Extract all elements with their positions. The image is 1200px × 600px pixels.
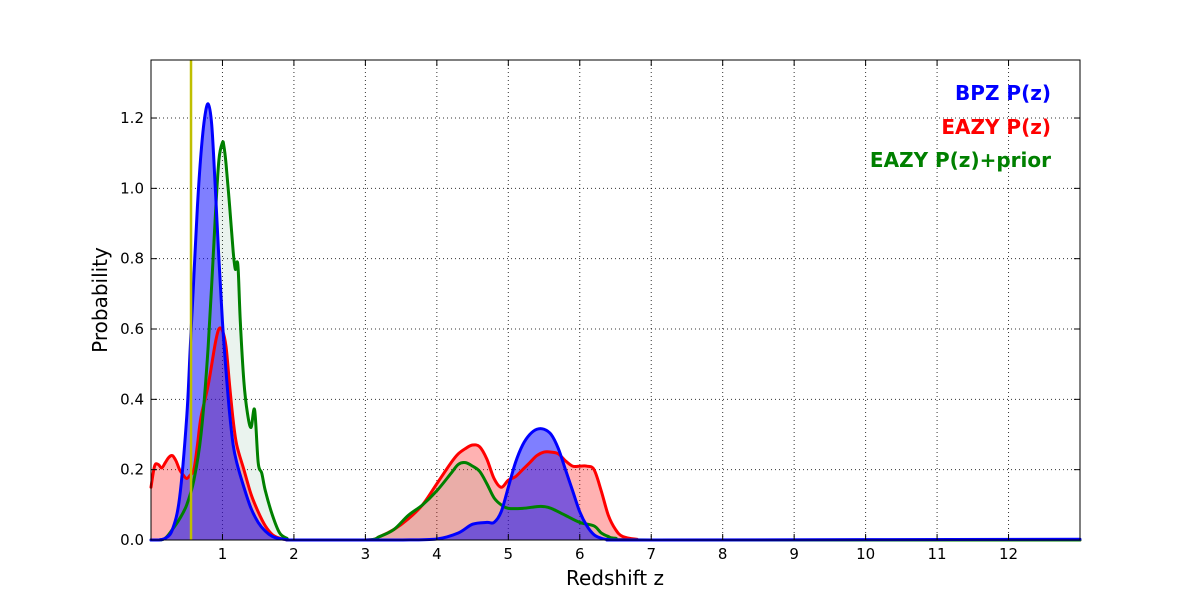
legend: BPZ P(z) EAZY P(z) EAZY P(z)+prior [870,81,1051,172]
x-tick-label: 7 [646,545,656,563]
y-tick-label: 0.8 [120,250,144,268]
tick-labels: 1 2 3 4 5 6 7 8 9 10 11 120.00.20.40.60.81.01.2 [120,109,1018,563]
x-tick-label: 6 [575,545,585,563]
y-tick-label: 0.4 [120,390,144,408]
y-tick-label: 0.0 [120,531,144,549]
y-tick-label: 0.2 [120,461,144,479]
x-tick-label: 9 [789,545,799,563]
x-tick-label: 2 [289,545,299,563]
y-tick-label: 1.2 [120,109,144,127]
x-tick-label: 11 [928,545,947,563]
x-tick-label: 8 [718,545,728,563]
x-tick-label: 4 [432,545,442,563]
series-fills [151,103,1080,541]
legend-entry-bpz: BPZ P(z) [955,81,1051,105]
y-tick-label: 1.0 [120,179,144,197]
y-axis-label: Probability [88,247,112,353]
x-axis-label: Redshift z [566,566,664,590]
x-tick-label: 12 [999,545,1018,563]
grid [151,60,1080,541]
x-tick-label: 10 [856,545,875,563]
legend-entry-eazy: EAZY P(z) [941,115,1051,139]
plot-background [151,60,1080,540]
series-fill-bpz-p-z [151,103,1080,541]
y-tick-label: 0.6 [120,320,144,338]
x-tick-label: 3 [361,545,371,563]
legend-entry-eazy-prior: EAZY P(z)+prior [870,148,1051,172]
ticks [151,60,1080,541]
plot-frame [150,59,1081,541]
x-tick-label: 1 [218,545,228,563]
x-tick-label: 5 [504,545,514,563]
